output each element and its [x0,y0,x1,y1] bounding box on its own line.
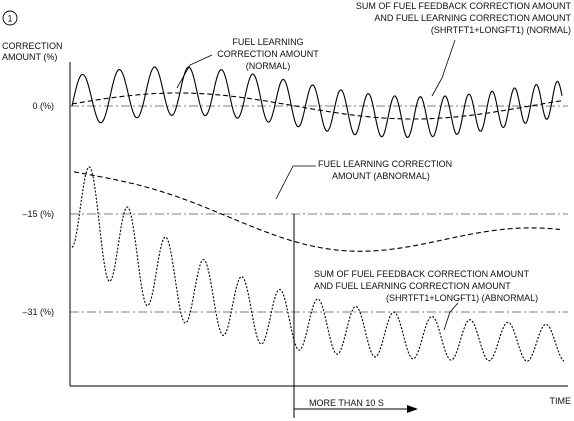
sum-normal-callout-line-1: SUM OF FUEL FEEDBACK CORRECTION AMOUNT [356,1,572,11]
minus15-level-label: –15 (%) [22,209,54,219]
figure-number-circle [2,10,18,26]
x-axis-label: TIME [550,396,572,406]
sum-abnormal-callout-line-2: AND FUEL LEARNING CORRECTION AMOUNT [314,281,511,291]
learning-correction-normal-curve [71,92,563,120]
sum-normal-leader [431,39,456,97]
sum-abnormal-callout-line-1: SUM OF FUEL FEEDBACK CORRECTION AMOUNT [314,269,530,279]
learn-abnormal-callout-line-2: AMOUNT (ABNORMAL) [332,171,430,181]
learn-abnormal-callout-line-1: FUEL LEARNING CORRECTION [318,159,452,169]
minus31-level-label: –31 (%) [22,307,54,317]
learning-correction-abnormal-curve [73,171,561,252]
y-axis-label-line-2: AMOUNT (%) [2,52,57,62]
learn-normal-callout-line-3: (NORMAL) [246,61,291,71]
learn-normal-leader [176,54,213,89]
sum-correction-normal-curve [71,66,563,139]
learn-normal-callout-line-2: CORRECTION AMOUNT [217,49,319,59]
learn-normal-callout-line-1: FUEL LEARNING [232,37,303,47]
sum-normal-callout-line-3: (SHRTFT1+LONGFT1) (NORMAL) [431,25,571,35]
sum-abnormal-callout-line-3: (SHRTFT1+LONGFT1) (ABNORMAL) [386,293,538,303]
figure-number: 1 [7,14,12,24]
learn-abnormal-leader [275,165,316,200]
sum-correction-abnormal-curve [71,166,565,362]
duration-label: MORE THAN 10 S [309,398,384,408]
duration-arrow-head [407,405,418,413]
sum-abnormal-leader [443,302,459,331]
zero-level-label: 0 (%) [32,101,54,111]
y-axis-label-line-1: CORRECTION [2,41,63,51]
sum-normal-callout-line-2: AND FUEL LEARNING CORRECTION AMOUNT [374,13,571,23]
